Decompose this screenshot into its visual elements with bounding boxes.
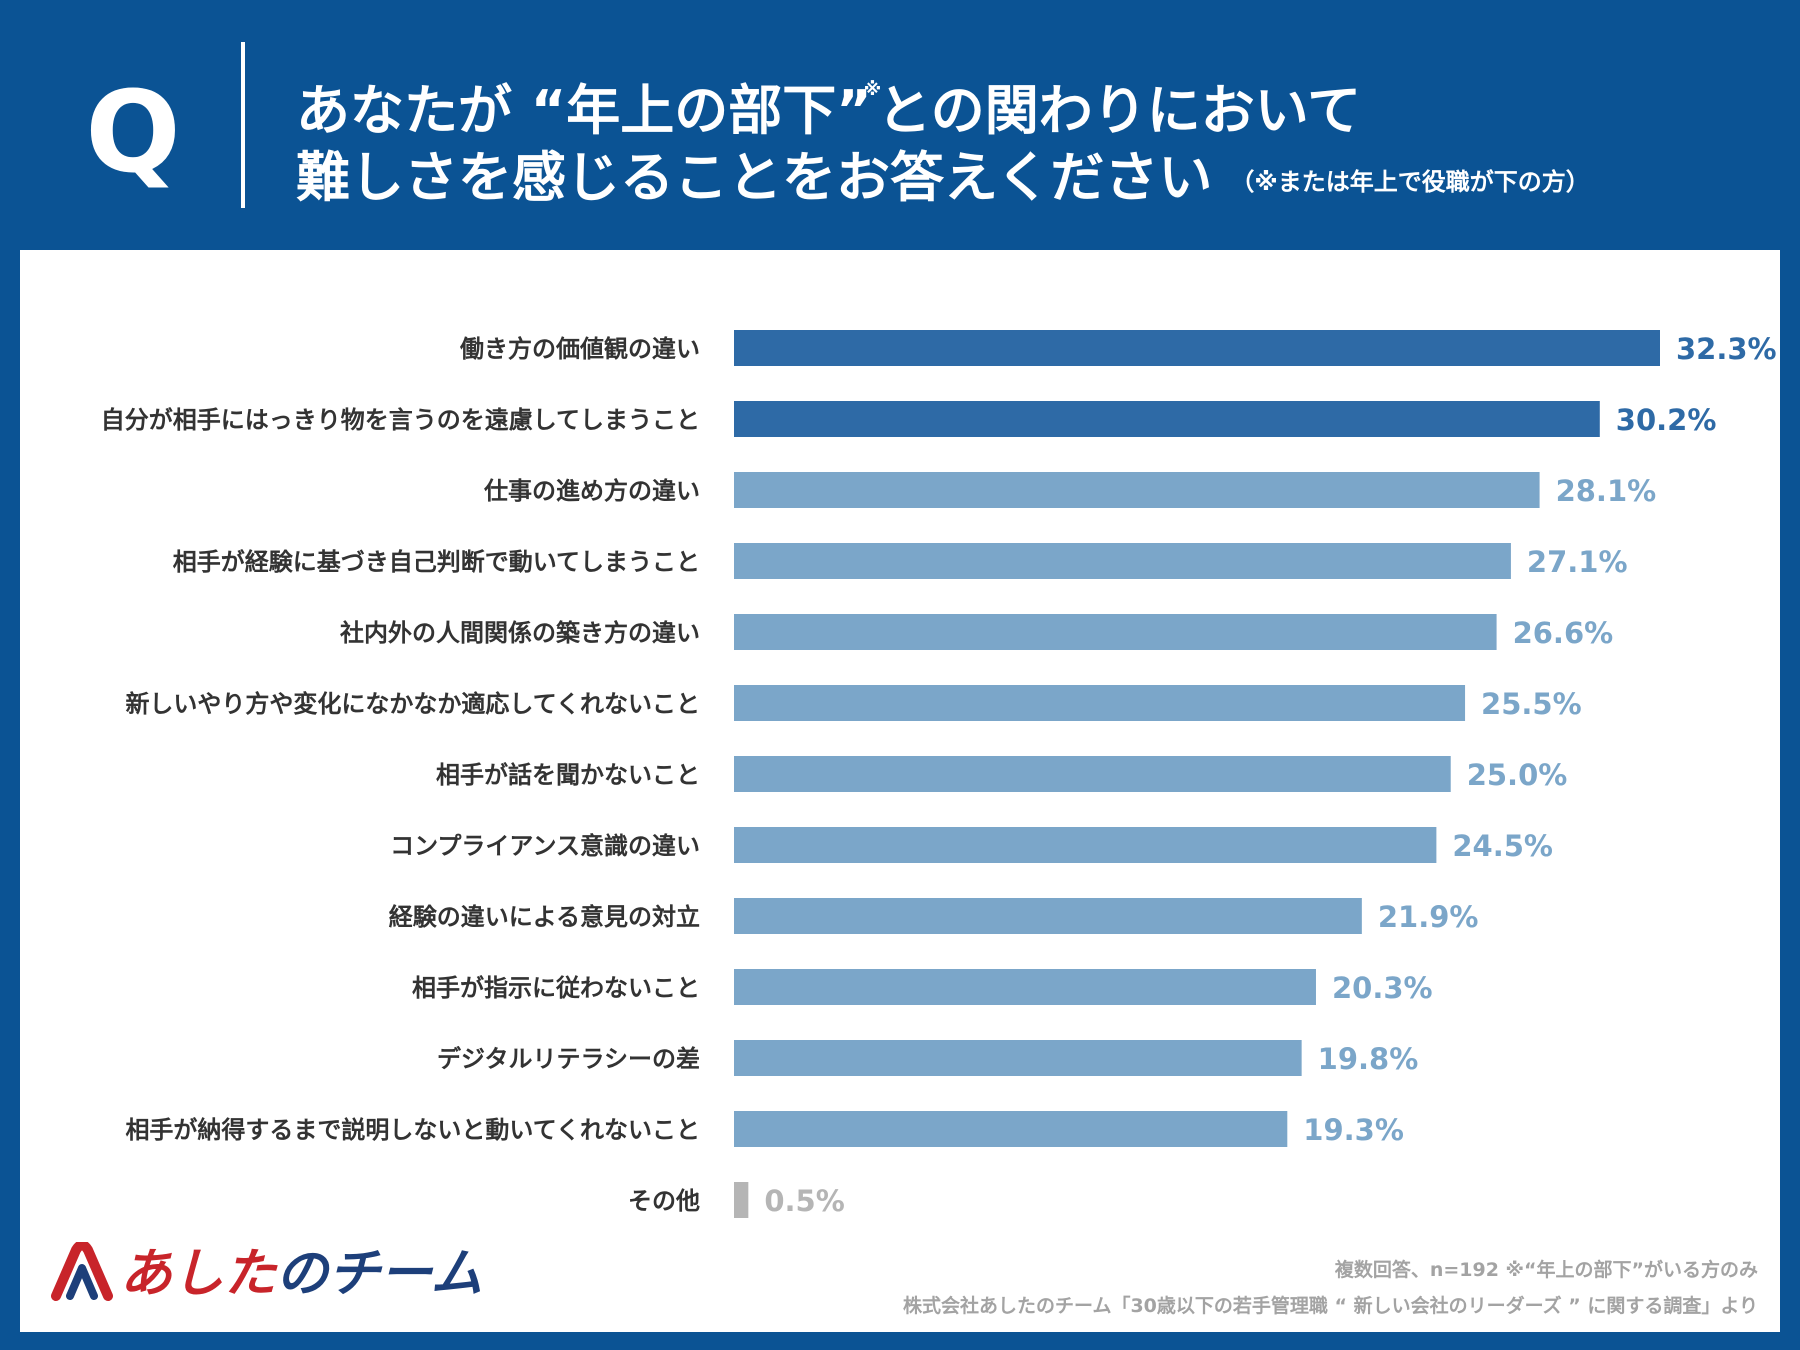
category-label: 仕事の進め方の違い <box>483 477 700 505</box>
bar <box>734 401 1600 437</box>
question-title-line1: あなたが “年上の部下”※との関わりにおいて <box>296 58 1361 143</box>
category-label: 経験の違いによる意見の対立 <box>389 903 700 931</box>
logo-text-part1: あした <box>120 1244 277 1304</box>
chart-panel: 働き方の価値観の違い 32.3% 自分が相手にはっきり物を言うのを遠慮してしまうこと… <box>20 250 1780 1332</box>
bar <box>734 543 1511 579</box>
category-label: 相手が納得するまで説明しないと動いてくれないこと <box>125 1116 700 1144</box>
value-label: 28.1% <box>1556 474 1657 508</box>
bar <box>734 827 1437 863</box>
category-label: コンプライアンス意識の違い <box>390 832 700 860</box>
value-label: 19.8% <box>1318 1042 1419 1076</box>
value-label: 27.1% <box>1527 545 1628 579</box>
bar <box>734 898 1362 934</box>
category-label: その他 <box>628 1187 700 1215</box>
value-label: 24.5% <box>1452 829 1553 863</box>
value-label: 25.5% <box>1481 687 1582 721</box>
logo-mark-icon <box>51 1242 113 1301</box>
bar <box>734 685 1466 721</box>
footnote-sample: 複数回答、n=192 ※“年上の部下”がいる方のみ <box>1334 1259 1758 1281</box>
value-label: 25.0% <box>1467 758 1568 792</box>
logo-text-part3: チーム <box>328 1244 483 1304</box>
bar <box>734 1182 749 1218</box>
question-title-part3: 難しさを感じることをお答えください <box>296 146 1213 209</box>
value-label: 30.2% <box>1616 403 1717 437</box>
logo-text: あしたのチーム <box>120 1244 482 1304</box>
value-label: 21.9% <box>1378 900 1479 934</box>
bar <box>734 1111 1288 1147</box>
footnote-source: 株式会社あしたのチーム「30歳以下の若手管理職 “ 新しい会社のリーダーズ ” … <box>903 1295 1758 1317</box>
category-label: 相手が指示に従わないこと <box>412 974 700 1002</box>
company-logo: あしたのチーム <box>46 1240 482 1310</box>
bar-chart: 働き方の価値観の違い 32.3% 自分が相手にはっきり物を言うのを遠慮してしまうこと… <box>101 330 1777 1218</box>
question-title-note: （※または年上で役職が下の方） <box>1230 168 1590 196</box>
question-title-part1: あなたが “年上の部下” <box>296 79 872 142</box>
category-label: 働き方の価値観の違い <box>459 335 700 363</box>
category-label: 相手が話を聞かないこと <box>436 761 700 789</box>
logo-text-part2: の <box>276 1244 329 1304</box>
header: Q あなたが “年上の部下”※との関わりにおいて 難しさを感じることをお答えくだ… <box>0 0 1800 250</box>
category-label: 社内外の人間関係の築き方の違い <box>340 619 700 647</box>
bar <box>734 330 1660 366</box>
value-label: 20.3% <box>1332 971 1433 1005</box>
header-divider <box>241 42 245 208</box>
value-label: 0.5% <box>764 1184 844 1218</box>
bar <box>734 614 1497 650</box>
category-label: デジタルリテラシーの差 <box>437 1045 700 1073</box>
value-label: 26.6% <box>1513 616 1614 650</box>
question-title-part2: との関わりにおいて <box>877 79 1362 142</box>
bar <box>734 472 1540 508</box>
category-label: 新しいやり方や変化になかなか適応してくれないこと <box>125 690 700 718</box>
category-label: 自分が相手にはっきり物を言うのを遠慮してしまうこと <box>101 406 700 434</box>
bar <box>734 756 1451 792</box>
bar <box>734 969 1316 1005</box>
value-label: 32.3% <box>1676 332 1777 366</box>
question-title-mark: ※ <box>863 79 882 100</box>
bar <box>734 1040 1302 1076</box>
value-label: 19.3% <box>1303 1113 1404 1147</box>
question-title-line2: 難しさを感じることをお答えください （※または年上で役職が下の方） <box>296 146 1590 214</box>
category-label: 相手が経験に基づき自己判断で動いてしまうこと <box>173 548 700 576</box>
q-icon: Q <box>85 68 181 198</box>
